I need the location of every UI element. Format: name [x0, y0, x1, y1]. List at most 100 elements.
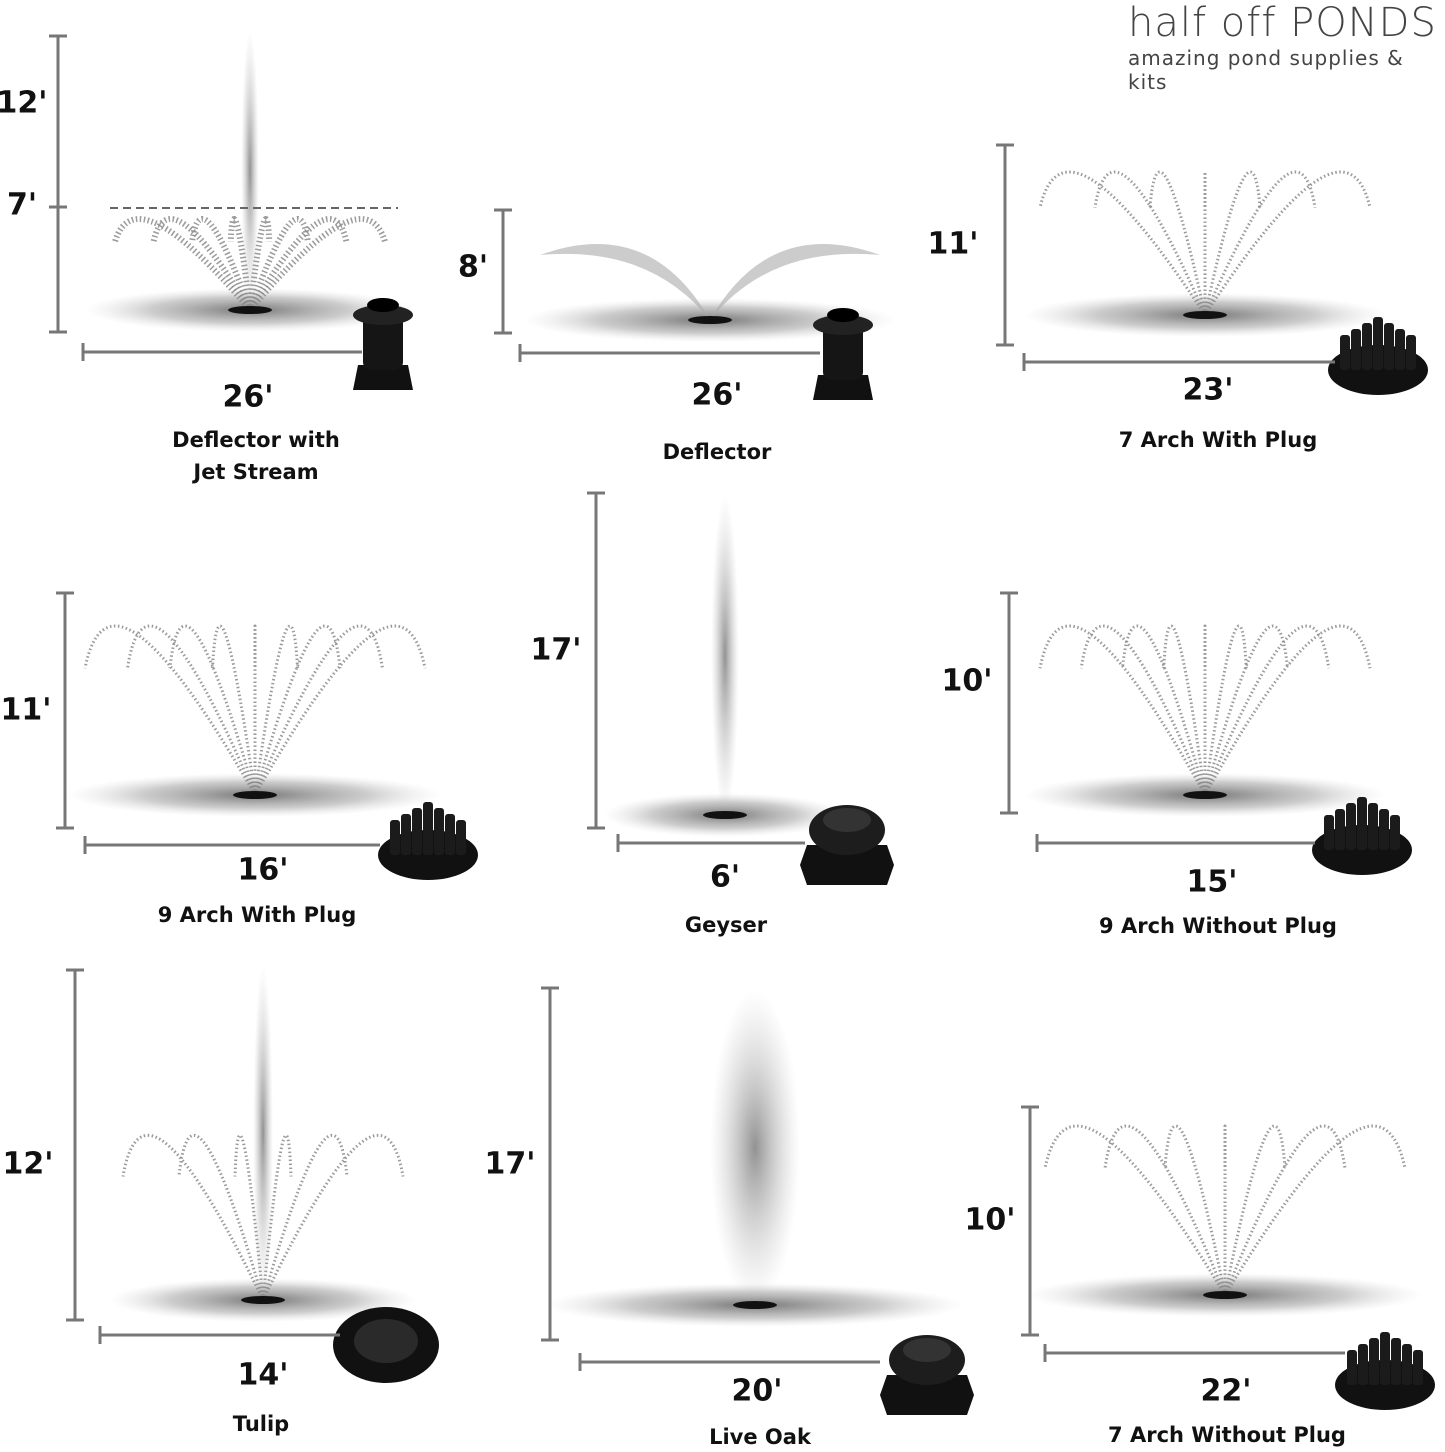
height-label: 11': [927, 226, 979, 262]
nozzle: [1395, 329, 1405, 370]
tagline: amazing pond supplies & kits: [1128, 46, 1404, 94]
nozzle-base: [241, 1296, 285, 1304]
fountain-name: 7 Arch Without Plug: [1108, 1423, 1346, 1447]
nozzle: [1380, 1332, 1390, 1385]
nozzle: [1373, 317, 1383, 370]
spray-arch: [1223, 1124, 1347, 1296]
fountain-name: Tulip: [232, 1412, 290, 1436]
width-label: 26': [691, 377, 743, 413]
spray-arch: [1148, 170, 1207, 316]
nozzle: [1368, 803, 1378, 850]
nozzle: [1346, 803, 1356, 850]
spray-arch: [261, 1133, 405, 1301]
spray-arch: [253, 624, 384, 796]
nozzle-base: [228, 306, 272, 314]
fountain-name: 9 Arch Without Plug: [1099, 914, 1337, 938]
spray-arch: [1121, 624, 1207, 796]
height-label: 10': [964, 1202, 1016, 1238]
fountain-name: 7 Arch With Plug: [1118, 428, 1318, 452]
spray-arch: [1203, 624, 1331, 796]
nozzle-base: [1183, 791, 1227, 799]
nozzle: [823, 808, 871, 832]
spray-arch: [247, 216, 388, 312]
nozzle: [1357, 797, 1367, 850]
nozzle: [800, 845, 894, 885]
height-label: 17': [530, 632, 582, 668]
spray-arch: [121, 1133, 265, 1301]
width-label: 6': [709, 859, 741, 895]
jet-height-label: 7': [6, 187, 38, 223]
nozzle: [813, 315, 873, 335]
nozzle: [1362, 323, 1372, 370]
spray-arch: [1103, 1124, 1227, 1296]
nozzle: [401, 814, 411, 855]
spray-arch: [247, 216, 350, 312]
fountain-name: Deflector with Jet Stream: [172, 428, 340, 484]
nozzle-base: [1183, 311, 1227, 319]
nozzle-base: [233, 791, 277, 799]
spray-arch: [253, 624, 342, 796]
fountain-name: Deflector: [662, 440, 772, 464]
nozzle: [1340, 335, 1350, 370]
spray-arch: [83, 624, 257, 796]
height-label: 8': [457, 249, 489, 285]
spray-arch: [150, 216, 253, 312]
nozzle: [813, 375, 873, 400]
nozzle: [1384, 323, 1394, 370]
width-label: 23': [1182, 372, 1234, 408]
spray-arch: [1162, 624, 1207, 796]
height-label: 10': [941, 663, 993, 699]
nozzle: [434, 808, 444, 855]
nozzle: [1413, 1350, 1423, 1385]
nozzle: [903, 1338, 951, 1362]
height-label: 12': [2, 1146, 54, 1182]
spray-arch: [168, 624, 257, 796]
width-label: 20': [731, 1373, 783, 1409]
width-label: 16': [237, 852, 289, 888]
fountain-name: Geyser: [684, 913, 768, 937]
spray-fan: [540, 243, 880, 320]
fountain-name: Live Oak: [709, 1425, 811, 1449]
nozzle: [353, 305, 413, 325]
nozzle-base: [688, 316, 732, 324]
nozzle: [423, 802, 433, 855]
spray-arch: [253, 624, 299, 796]
spray-arch: [1203, 170, 1262, 316]
spray-arch: [1038, 624, 1207, 796]
nozzle: [456, 820, 466, 855]
fountain-name: 9 Arch With Plug: [157, 903, 357, 927]
nozzle: [1347, 1350, 1357, 1385]
spray-arch: [261, 1133, 349, 1301]
nozzle: [1390, 815, 1400, 850]
nozzle: [363, 315, 403, 370]
spray-arch: [1203, 170, 1372, 316]
spray-arch: [1223, 1124, 1407, 1296]
nozzle: [445, 814, 455, 855]
spray-arch: [1203, 624, 1248, 796]
height-label: 12': [0, 85, 48, 121]
nozzle: [1335, 809, 1345, 850]
jet-spray: [253, 965, 273, 1300]
spray-arch: [1203, 624, 1372, 796]
spray-arch: [253, 624, 427, 796]
nozzle: [1369, 1338, 1379, 1385]
nozzle: [1406, 335, 1416, 370]
nozzle: [367, 298, 399, 312]
nozzle: [1391, 1338, 1401, 1385]
width-label: 26': [222, 379, 274, 415]
width-label: 14': [237, 1357, 289, 1393]
nozzle-base: [733, 1301, 777, 1309]
nozzle: [354, 1319, 418, 1363]
jet-spray: [710, 990, 800, 1305]
nozzle: [412, 808, 422, 855]
jet-spray: [241, 30, 259, 310]
spray-arch: [177, 1133, 265, 1301]
nozzle: [1358, 1344, 1368, 1385]
spray-arch: [1079, 624, 1207, 796]
spray-arch: [126, 624, 257, 796]
width-label: 22': [1200, 1373, 1252, 1409]
brand: half off PONDS: [1128, 0, 1437, 46]
nozzle: [827, 308, 859, 322]
